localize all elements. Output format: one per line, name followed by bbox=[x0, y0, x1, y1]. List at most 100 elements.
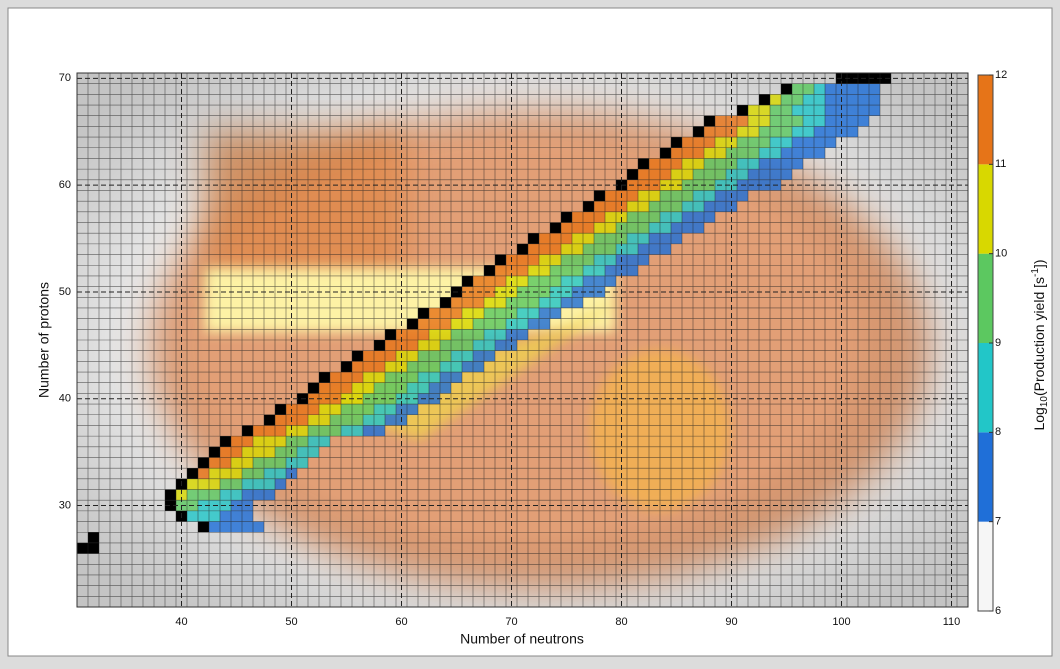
cell bbox=[759, 137, 770, 148]
cell bbox=[627, 212, 638, 223]
cell bbox=[539, 233, 550, 244]
cell bbox=[220, 447, 231, 458]
cell bbox=[440, 308, 451, 319]
cell bbox=[539, 265, 550, 276]
cell bbox=[737, 116, 748, 127]
cell bbox=[363, 415, 374, 426]
cell bbox=[440, 372, 451, 383]
cell bbox=[605, 276, 616, 287]
cell bbox=[627, 190, 638, 201]
colorbar-tick-label: 9 bbox=[995, 337, 1001, 349]
cell bbox=[407, 404, 418, 415]
cell bbox=[803, 116, 814, 127]
colorbar-tick-label: 7 bbox=[995, 516, 1001, 528]
y-tick-label: 60 bbox=[59, 179, 71, 191]
cell bbox=[704, 148, 715, 159]
cell bbox=[858, 116, 869, 127]
cell bbox=[352, 383, 363, 394]
cell bbox=[253, 436, 264, 447]
black-cell bbox=[671, 137, 682, 148]
cell bbox=[737, 169, 748, 180]
black-cell bbox=[704, 116, 715, 127]
cell bbox=[737, 158, 748, 169]
cell bbox=[792, 148, 803, 159]
cell bbox=[209, 479, 220, 490]
cell bbox=[528, 255, 539, 266]
cell bbox=[231, 511, 242, 522]
cell bbox=[363, 372, 374, 383]
cell bbox=[297, 436, 308, 447]
cell bbox=[330, 383, 341, 394]
cell bbox=[418, 383, 429, 394]
cell bbox=[528, 297, 539, 308]
cell bbox=[198, 468, 209, 479]
cell bbox=[638, 201, 649, 212]
cell bbox=[583, 255, 594, 266]
cell bbox=[550, 308, 561, 319]
cell bbox=[605, 244, 616, 255]
cell bbox=[748, 105, 759, 116]
cell bbox=[385, 415, 396, 426]
cell bbox=[209, 490, 220, 501]
cell bbox=[539, 255, 550, 266]
cell bbox=[451, 351, 462, 362]
cell bbox=[517, 297, 528, 308]
cell bbox=[671, 212, 682, 223]
cell bbox=[374, 351, 385, 362]
cell bbox=[660, 244, 671, 255]
cell bbox=[550, 233, 561, 244]
cell bbox=[341, 383, 352, 394]
cell bbox=[297, 404, 308, 415]
cell bbox=[242, 511, 253, 522]
cell bbox=[792, 137, 803, 148]
cell bbox=[297, 447, 308, 458]
cell bbox=[242, 479, 253, 490]
cell bbox=[572, 244, 583, 255]
cell bbox=[440, 340, 451, 351]
cell bbox=[605, 190, 616, 201]
black-cell bbox=[275, 404, 286, 415]
cell bbox=[847, 84, 858, 95]
cell bbox=[814, 105, 825, 116]
cell bbox=[572, 265, 583, 276]
cell bbox=[638, 223, 649, 234]
cell bbox=[517, 255, 528, 266]
cell bbox=[770, 148, 781, 159]
cell bbox=[473, 329, 484, 340]
cell bbox=[748, 169, 759, 180]
cell bbox=[594, 212, 605, 223]
cell bbox=[605, 223, 616, 234]
cell bbox=[704, 201, 715, 212]
cell bbox=[627, 244, 638, 255]
colorbar-tick-label: 8 bbox=[995, 426, 1001, 438]
cell bbox=[429, 361, 440, 372]
cell bbox=[583, 233, 594, 244]
cell bbox=[605, 255, 616, 266]
cell bbox=[374, 425, 385, 436]
cell bbox=[539, 297, 550, 308]
cell bbox=[352, 372, 363, 383]
black-cell bbox=[88, 532, 99, 543]
cell bbox=[418, 372, 429, 383]
cell bbox=[429, 383, 440, 394]
black-cell bbox=[88, 543, 99, 554]
cell bbox=[770, 137, 781, 148]
cell bbox=[462, 329, 473, 340]
cell bbox=[440, 383, 451, 394]
cell bbox=[451, 319, 462, 330]
cell bbox=[550, 265, 561, 276]
cell bbox=[253, 457, 264, 468]
cell bbox=[759, 158, 770, 169]
cell bbox=[770, 116, 781, 127]
cell bbox=[429, 351, 440, 362]
cell bbox=[704, 169, 715, 180]
black-cell bbox=[374, 340, 385, 351]
cell bbox=[253, 479, 264, 490]
black-cell bbox=[528, 233, 539, 244]
cell bbox=[781, 148, 792, 159]
black-cell bbox=[638, 158, 649, 169]
cell bbox=[814, 126, 825, 137]
cell bbox=[330, 415, 341, 426]
black-cell bbox=[165, 490, 176, 501]
cell bbox=[649, 233, 660, 244]
